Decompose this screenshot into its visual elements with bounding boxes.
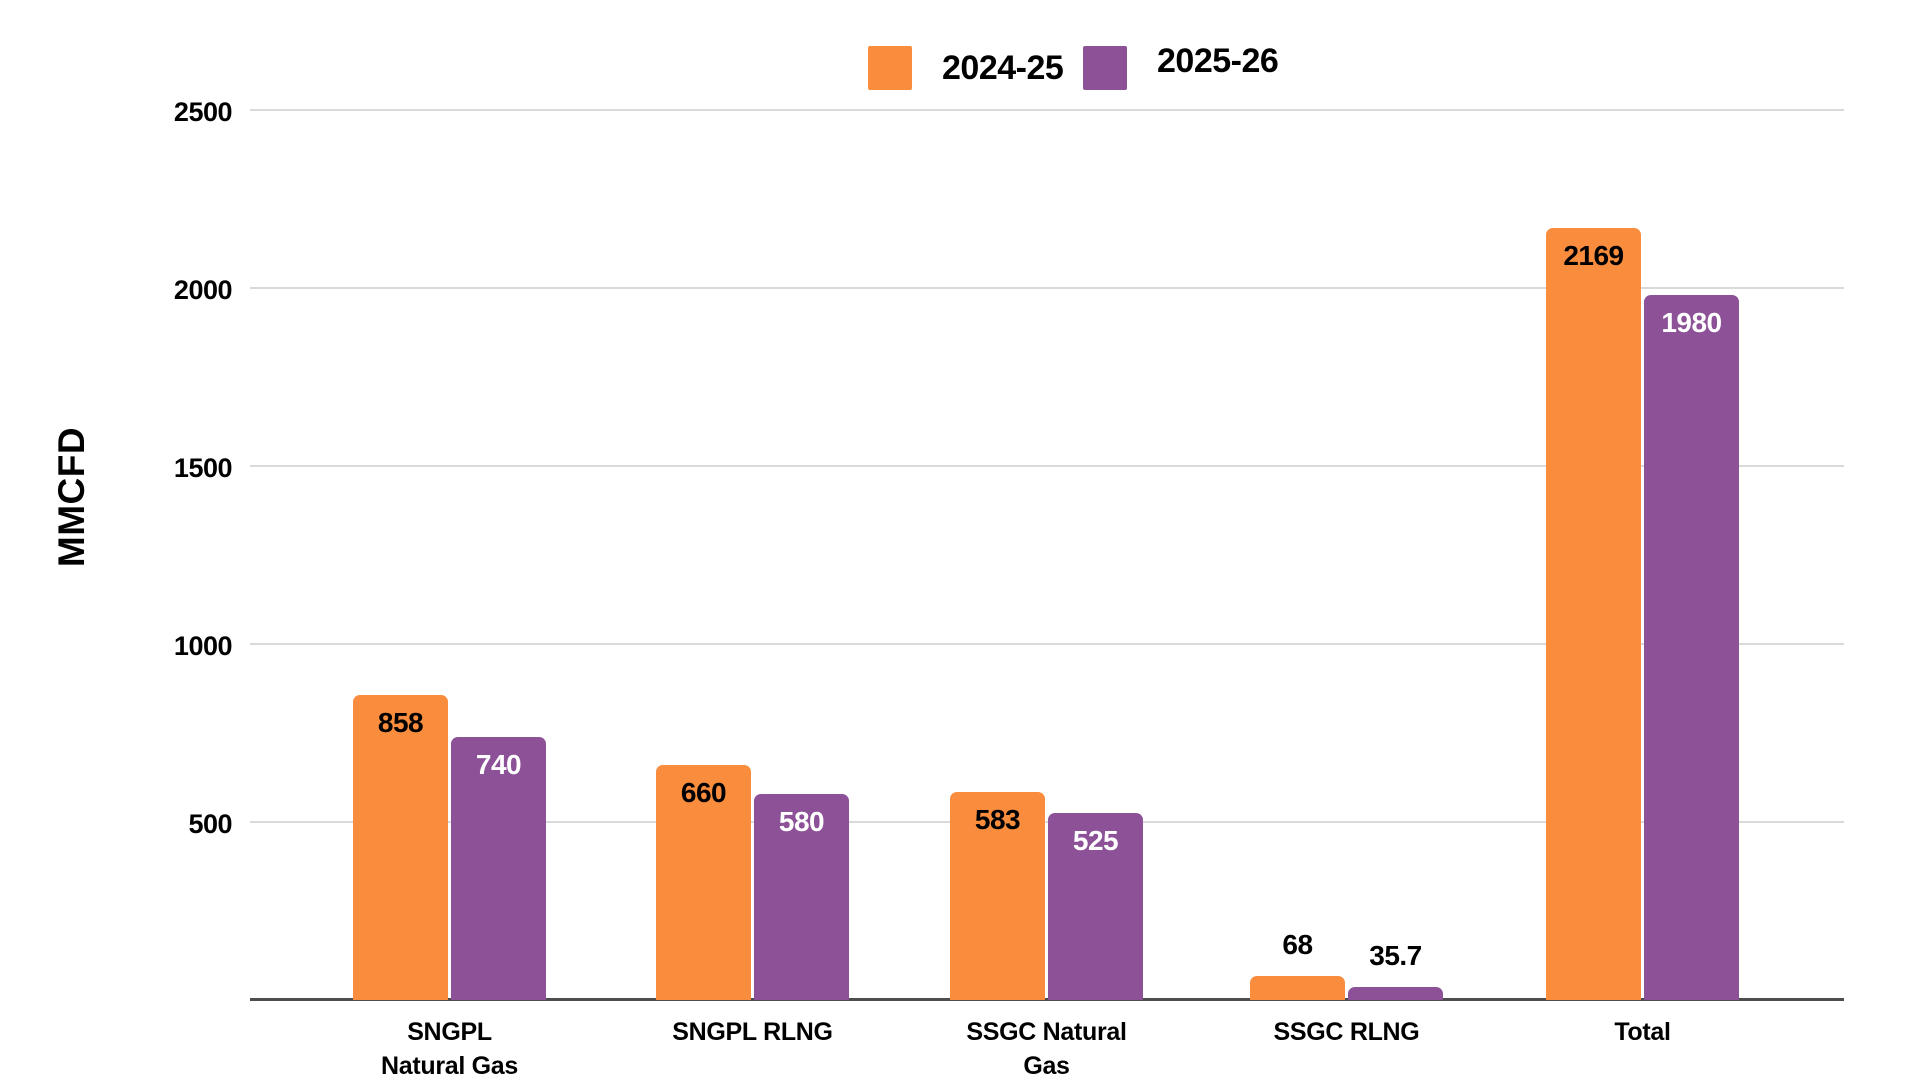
value-label-2024-25-total: 2169	[1563, 240, 1624, 271]
value-label-2025-26-sngpl-natural-gas: 740	[475, 749, 522, 780]
value-label-2024-25-ssgc-rlng: 68	[1282, 929, 1313, 960]
legend-swatch-2025-26	[1083, 46, 1127, 90]
bar-2024-25-ssgc-natural-gas	[950, 792, 1045, 1000]
x-axis-line	[250, 998, 1844, 1001]
y-axis-title: MMCFD	[51, 426, 92, 568]
gridline-1500	[250, 465, 1844, 467]
y-tick-2500: 2500	[173, 97, 233, 127]
bar-2025-26-ssgc-rlng	[1348, 987, 1443, 1000]
value-label-2025-26-sngpl-rlng: 580	[778, 806, 825, 837]
legend-label-2024-25: 2024-25	[942, 48, 1064, 87]
bar-2024-25-sngpl-rlng	[656, 765, 751, 1000]
legend-item-2024-25: 2024-25	[868, 45, 1064, 91]
bar-2025-26-ssgc-natural-gas	[1048, 813, 1143, 1000]
value-label-2024-25-sngpl-rlng: 660	[680, 777, 727, 808]
bar-2025-26-total	[1644, 295, 1739, 1000]
value-label-2024-25-sngpl-natural-gas: 858	[377, 707, 424, 738]
gridline-2000	[250, 287, 1844, 289]
legend-swatch-2024-25	[868, 46, 912, 90]
value-label-2024-25-ssgc-natural-gas: 583	[974, 804, 1021, 835]
gridline-500	[250, 821, 1844, 823]
y-tick-2000: 2000	[173, 275, 233, 305]
bar-2024-25-total	[1546, 228, 1641, 1000]
gridline-1000	[250, 643, 1844, 645]
x-category-total: Total	[1614, 1018, 1671, 1046]
bar-2024-25-ssgc-rlng	[1250, 976, 1345, 1000]
legend-item-2025-26: 2025-26	[1083, 41, 1279, 91]
value-label-2025-26-ssgc-natural-gas: 525	[1072, 825, 1119, 856]
gridline-2500	[250, 109, 1844, 111]
x-category-sngpl-rlng: SNGPL RLNG	[672, 1018, 833, 1046]
bar-2024-25-sngpl-natural-gas	[353, 695, 448, 1000]
y-tick-1000: 1000	[173, 631, 233, 661]
y-tick-500: 500	[188, 809, 232, 839]
value-label-2025-26-total: 1980	[1661, 307, 1722, 338]
bar-2025-26-sngpl-rlng	[754, 794, 849, 1000]
bar-2025-26-sngpl-natural-gas	[451, 737, 546, 1000]
x-category-ssgc-rlng: SSGC RLNG	[1273, 1018, 1420, 1046]
legend-label-2025-26: 2025-26	[1157, 41, 1279, 80]
x-category-ssgc-natural-gas: SSGC Natural Gas	[966, 1018, 1127, 1080]
value-label-2025-26-ssgc-rlng: 35.7	[1369, 940, 1422, 971]
x-category-sngpl-natural-gas: SNGPL Natural Gas	[380, 1018, 519, 1080]
y-tick-1500: 1500	[173, 453, 233, 483]
